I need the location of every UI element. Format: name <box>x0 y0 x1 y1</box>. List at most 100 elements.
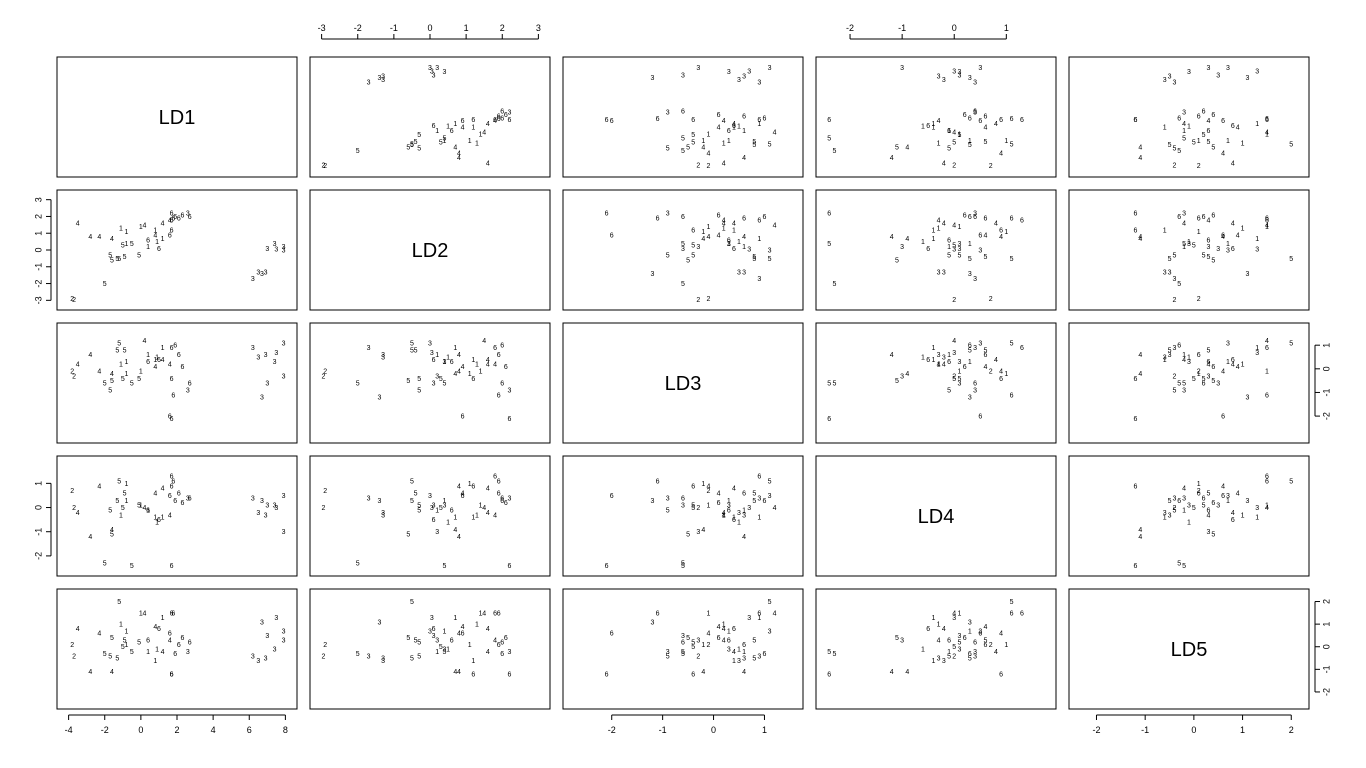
data-point: 4 <box>1221 234 1225 241</box>
ld4-tick-label: -2 <box>846 23 854 33</box>
data-point: 6 <box>926 626 930 633</box>
data-point: 3 <box>1182 211 1186 218</box>
data-point: 6 <box>1211 212 1215 219</box>
data-point: 4 <box>905 145 909 152</box>
data-point: 3 <box>282 340 286 347</box>
data-point: 4 <box>905 669 909 676</box>
data-point: 4 <box>707 631 711 638</box>
ld1-tick-label: 0 <box>138 725 143 735</box>
data-point: 6 <box>968 651 972 658</box>
data-point: 4 <box>486 649 490 656</box>
data-point: 4 <box>1231 510 1235 517</box>
data-point: 5 <box>691 140 695 147</box>
data-point: 1 <box>947 352 951 359</box>
data-point: 6 <box>1197 491 1201 498</box>
data-point: 1 <box>1182 128 1186 135</box>
data-point: 3 <box>973 211 977 218</box>
data-point: 5 <box>117 478 121 485</box>
data-point: 4 <box>457 483 461 490</box>
data-point: 3 <box>508 388 512 395</box>
data-point: 1 <box>1241 226 1245 233</box>
data-point: 5 <box>768 141 772 148</box>
data-point: 5 <box>137 376 141 383</box>
data-point: 3 <box>757 653 761 660</box>
data-point: 1 <box>1163 227 1167 234</box>
data-point: 6 <box>610 118 614 125</box>
data-point: 1 <box>124 359 128 366</box>
ld2-tick-label: -3 <box>33 296 43 304</box>
data-point: 4 <box>153 624 157 631</box>
data-point: 4 <box>461 624 465 631</box>
data-point: 6 <box>471 671 475 678</box>
data-point: 5 <box>691 242 695 249</box>
data-point: 6 <box>605 117 609 124</box>
data-point: 3 <box>1163 77 1167 84</box>
data-point: 5 <box>1010 141 1014 148</box>
data-point: 3 <box>1182 495 1186 502</box>
data-point: 1 <box>468 371 472 378</box>
data-point: 6 <box>432 123 436 130</box>
data-point: 5 <box>1177 281 1181 288</box>
data-point: 5 <box>827 241 831 248</box>
data-point: 3 <box>968 395 972 402</box>
data-point: 5 <box>768 599 772 606</box>
data-point: 6 <box>432 517 436 524</box>
data-point: 6 <box>1221 414 1225 421</box>
data-point: 1 <box>442 628 446 635</box>
data-point: 1 <box>957 224 961 231</box>
data-point: 3 <box>442 69 446 76</box>
data-point: 1 <box>737 239 741 246</box>
data-point: 4 <box>486 161 490 168</box>
data-point: 4 <box>1138 534 1142 541</box>
data-point: 2 <box>1197 163 1201 170</box>
data-point: 3 <box>1172 495 1176 502</box>
data-point: 6 <box>984 216 988 223</box>
data-point: 6 <box>1207 359 1211 366</box>
data-point: 5 <box>1177 381 1181 388</box>
data-point: 6 <box>963 212 967 219</box>
data-point: 1 <box>139 224 143 231</box>
data-point: 3 <box>265 246 269 253</box>
data-point: 6 <box>763 214 767 221</box>
data-point: 6 <box>1207 128 1211 135</box>
data-point: 5 <box>442 563 446 570</box>
data-point: 3 <box>757 79 761 86</box>
data-point: 5 <box>121 505 125 512</box>
data-point: 5 <box>1010 340 1014 347</box>
data-point: 3 <box>957 69 961 76</box>
data-point: 4 <box>701 145 705 152</box>
data-point: 5 <box>410 478 414 485</box>
data-point: 1 <box>139 610 143 617</box>
data-point: 1 <box>119 362 123 369</box>
data-point: 1 <box>722 226 726 233</box>
data-point: 5 <box>110 378 114 385</box>
data-point: 1 <box>931 236 935 243</box>
data-point: 4 <box>1182 121 1186 128</box>
data-point: 3 <box>942 77 946 84</box>
data-point: 3 <box>681 73 685 80</box>
data-point: 4 <box>457 151 461 158</box>
panel-ld1-ld3 <box>562 56 804 178</box>
data-point: 5 <box>103 281 107 288</box>
data-point: 5 <box>968 142 972 149</box>
data-point: 5 <box>1168 347 1172 354</box>
data-point: 3 <box>282 628 286 635</box>
data-point: 6 <box>610 232 614 239</box>
data-point: 1 <box>937 362 941 369</box>
data-point: 1 <box>1226 359 1230 366</box>
data-point: 6 <box>999 117 1003 124</box>
data-point: 4 <box>88 534 92 541</box>
data-point: 6 <box>742 114 746 121</box>
data-point: 5 <box>686 635 690 642</box>
data-point: 6 <box>177 491 181 498</box>
data-point: 6 <box>173 343 177 350</box>
data-point: 1 <box>471 125 475 132</box>
data-point: 1 <box>153 515 157 522</box>
ld3-tick-label: 1 <box>1321 343 1331 348</box>
data-point: 1 <box>119 622 123 629</box>
data-point: 4 <box>984 125 988 132</box>
data-point: 4 <box>1236 364 1240 371</box>
data-point: 1 <box>1226 241 1230 248</box>
data-point: 1 <box>1182 244 1186 251</box>
data-point: 1 <box>701 481 705 488</box>
